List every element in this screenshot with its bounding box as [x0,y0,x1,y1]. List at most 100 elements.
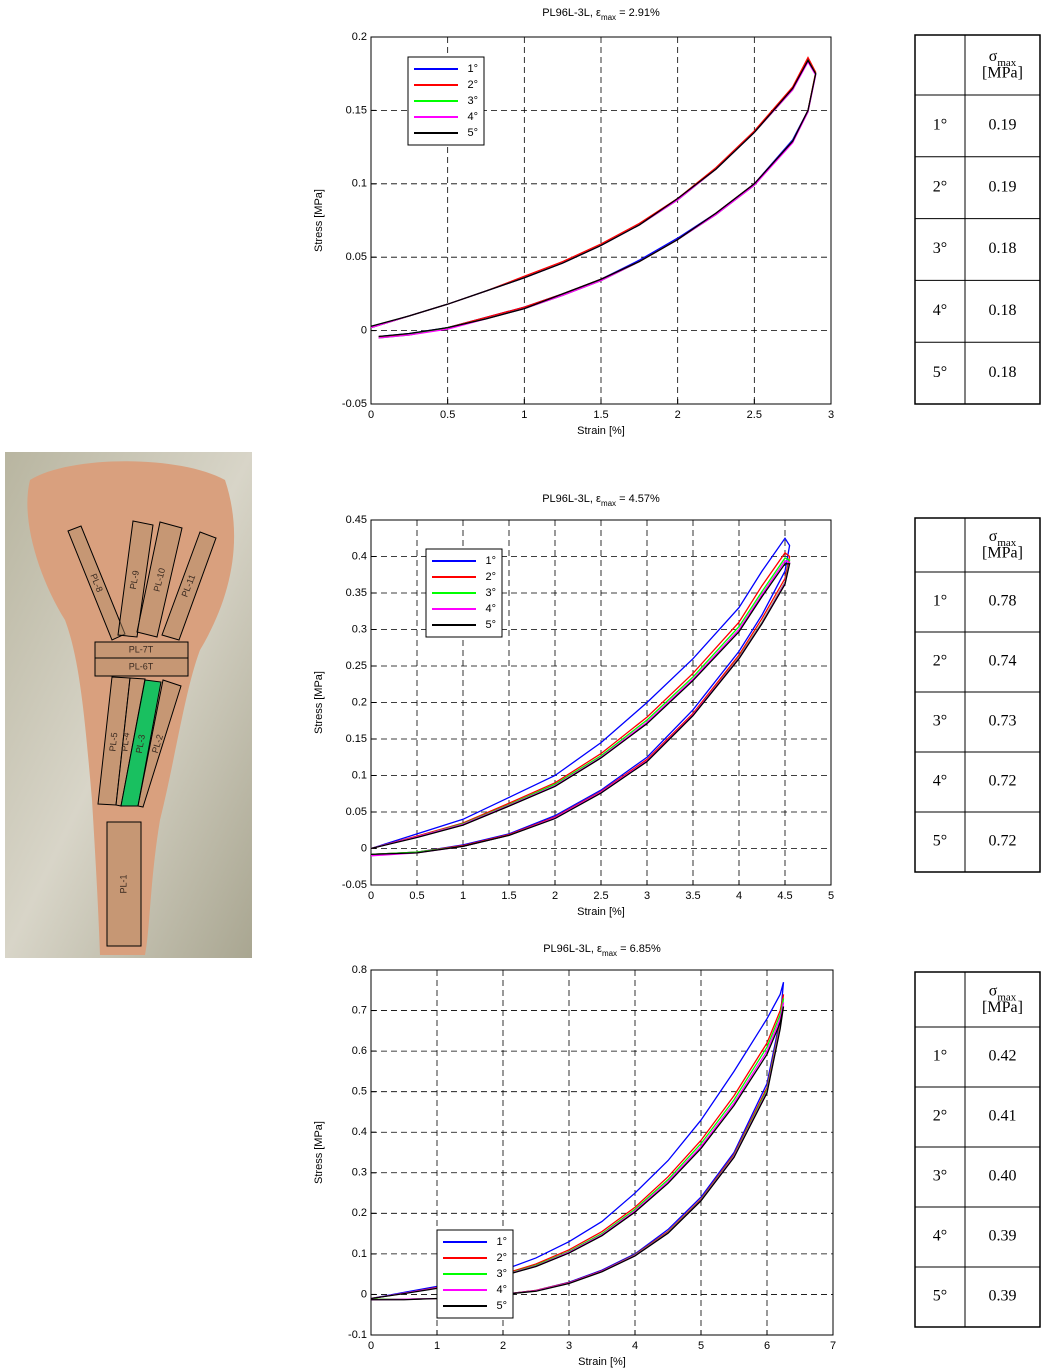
table-header-unit: [MPa] [982,545,1023,562]
y-tick-label: 0.3 [352,623,367,635]
table-frame [914,971,1041,1328]
row-label: 2° [933,178,947,195]
legend-label: 2° [467,79,478,91]
legend-label: 5° [467,127,478,139]
x-tick-label: 3 [566,1340,572,1352]
y-tick-label: 0.15 [346,733,367,745]
x-tick-label: 3 [828,409,834,421]
table-header-unit: [MPa] [982,999,1023,1016]
title-subscript: max [601,13,616,22]
table-cell: 0.18 [989,302,1017,319]
y-tick-label: 0.1 [352,769,367,781]
table-header: σmax [989,528,1017,549]
y-tick-label: -0.05 [342,879,367,891]
strip [67,525,126,641]
series-line [370,551,791,855]
x-tick-label: 2.5 [593,890,608,902]
x-tick-label: 0.5 [440,409,455,421]
table-cell: 0.74 [989,653,1017,670]
legend-label: 4° [467,111,478,123]
header-subscript: max [997,991,1016,1003]
row-label: 1° [933,593,947,610]
legend-label: 4° [485,603,496,615]
table-header-unit: [MPa] [982,65,1023,82]
x-tick-label: 4.5 [777,890,792,902]
x-tick-label: 2 [552,890,558,902]
chart-title: PL96L-3L, εmax = 6.85% [543,943,661,958]
y-tick-label: 0.35 [346,587,367,599]
series-line [370,1002,785,1301]
table-cell: 0.41 [989,1108,1017,1125]
table-cell: 0.18 [989,240,1017,257]
legend-label: 2° [485,571,496,583]
y-tick-label: 0.05 [346,806,367,818]
table-cell: 0.39 [989,1288,1017,1305]
legend-label: 3° [496,1268,507,1280]
row-label: 5° [933,364,947,381]
legend-label: 3° [467,95,478,107]
strip-label: PL-3 [134,734,147,754]
plot-frame [370,519,832,886]
y-tick-label: 0.2 [352,1207,367,1219]
table-cell: 0.40 [989,1168,1017,1185]
x-tick-label: 3.5 [685,890,700,902]
y-tick-label: 0.05 [346,251,367,263]
plot-frame [370,36,832,405]
y-tick-label: 0.45 [346,514,367,526]
x-tick-label: 2 [500,1340,506,1352]
header-part: σ [989,48,998,65]
table-frame [914,517,1041,873]
table-cell: 0.42 [989,1048,1017,1065]
x-tick-label: 1.5 [593,409,608,421]
title-subscript: max [602,949,617,958]
y-tick-label: 0 [361,325,367,337]
strip-label: PL-9 [128,570,141,590]
row-label: 1° [933,1048,947,1065]
title-part: PL96L-3L, ε [542,493,601,505]
strip [94,657,189,677]
strip-label: PL-5 [107,732,119,752]
strip [117,520,154,638]
legend-label: 2° [496,1252,507,1264]
row-label: 4° [933,302,947,319]
table-cell: 0.73 [989,713,1017,730]
y-tick-label: 0.6 [352,1045,367,1057]
strip [161,531,217,641]
y-tick-label: 0.4 [352,550,367,562]
x-tick-label: 1 [434,1340,440,1352]
x-tick-label: 0 [368,1340,374,1352]
header-subscript: max [997,537,1016,549]
strip-label: PL-4 [119,732,131,752]
header-part: σ [989,528,998,545]
x-axis-label: Strain [%] [578,1356,626,1368]
title-part: PL96L-3L, ε [542,7,601,19]
table-cell: 0.19 [989,117,1017,134]
row-label: 1° [933,117,947,134]
row-label: 3° [933,713,947,730]
y-tick-label: 0.7 [352,1004,367,1016]
x-tick-label: 4 [632,1340,638,1352]
x-tick-label: 3 [644,890,650,902]
y-tick-label: 0.1 [352,1248,367,1260]
series-line [370,59,817,338]
y-tick-label: 0 [361,842,367,854]
x-axis-label: Strain [%] [577,425,625,437]
plot-frame [370,969,834,1336]
series-line [370,981,785,1300]
legend-label: 1° [496,1236,507,1248]
strip [137,679,182,808]
chart-title: PL96L-3L, εmax = 2.91% [542,7,660,22]
strip-label: PL-6T [129,661,154,671]
table-cell: 0.72 [989,833,1017,850]
strip-label: PL-1 [118,874,128,893]
y-tick-label: 0.3 [352,1167,367,1179]
row-label: 2° [933,1108,947,1125]
specimen-photo: PL-8 PL-9 PL-10 PL-11 PL-7T PL-6T PL-5 P… [5,452,252,958]
x-tick-label: 4 [736,890,742,902]
row-label: 4° [933,1228,947,1245]
y-tick-label: 0.25 [346,660,367,672]
legend-label: 5° [496,1300,507,1312]
series-line [370,563,791,855]
x-axis-label: Strain [%] [577,906,625,918]
